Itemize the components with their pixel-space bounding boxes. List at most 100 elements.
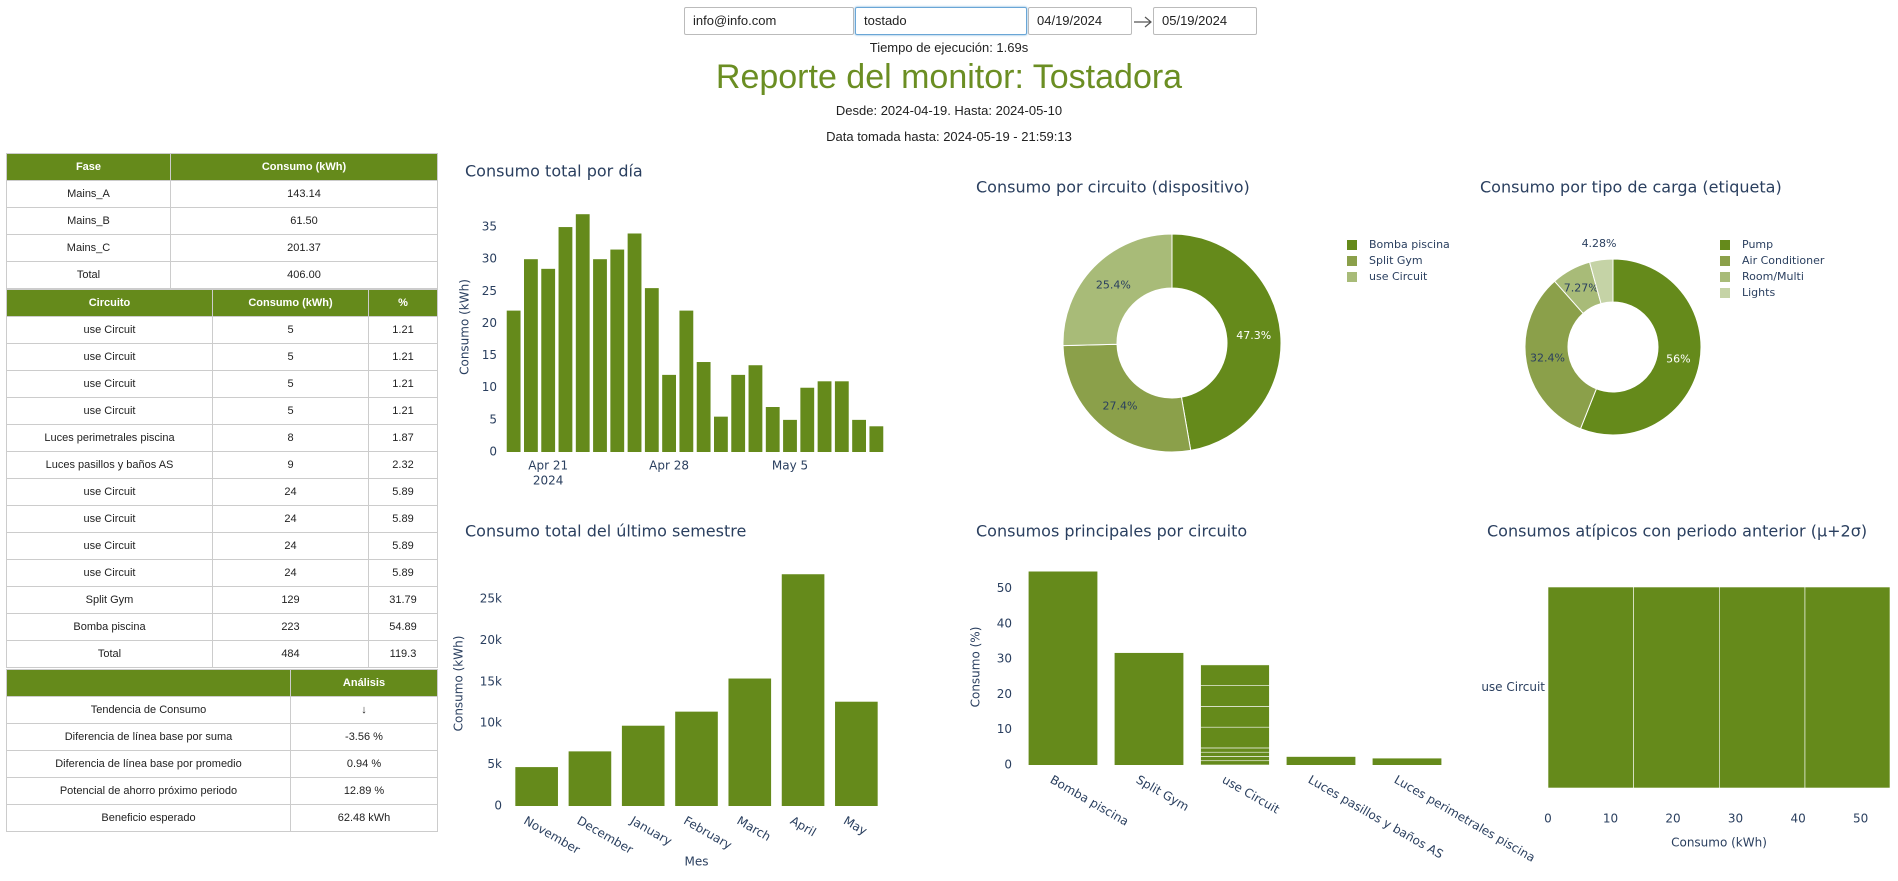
- table-row: Beneficio esperado 62.48 kWh: [6, 804, 438, 832]
- bar: [515, 767, 558, 806]
- bar: [1286, 756, 1356, 765]
- x-tick-label: 0: [1544, 812, 1552, 826]
- slice-label: 32.4%: [1530, 351, 1565, 364]
- table-row: use Circuit 5 1.21: [6, 316, 438, 344]
- bar: [621, 725, 665, 806]
- chart-title: Consumo total por día: [465, 162, 643, 181]
- chart-title: Consumo por tipo de carga (etiqueta): [1480, 178, 1782, 197]
- header-row: Circuito Consumo (kWh)%: [6, 289, 438, 317]
- y-tick-label: 20: [482, 316, 497, 330]
- table-cell: Diferencia de línea base por suma: [6, 723, 291, 751]
- chart-title: Consumos atípicos con periodo anterior (…: [1487, 522, 1867, 541]
- table-cell: Total: [6, 261, 171, 289]
- legend-swatch: [1720, 288, 1730, 298]
- execution-time: Tiempo de ejecución: 1.69s: [869, 40, 1029, 55]
- slice-label: 4.28%: [1582, 237, 1617, 250]
- analysis-table: Análisis Tendencia de Consumo ↓ Diferencia …: [6, 669, 438, 832]
- bar: [558, 227, 573, 452]
- bar: [1200, 747, 1270, 753]
- bar: [1200, 756, 1270, 762]
- bar: [1547, 586, 1634, 789]
- slice-label: 56%: [1666, 353, 1690, 366]
- table-cell: Luces perimetrales piscina: [6, 424, 213, 452]
- table-cell: use Circuit: [6, 316, 213, 344]
- table-cell: 119.3: [368, 640, 438, 668]
- bar: [541, 268, 556, 452]
- y-tick-label: 20: [997, 687, 1012, 701]
- table-cell: 12.89 %: [290, 777, 438, 805]
- table-cell: 5: [212, 316, 369, 344]
- header-cell: Consumo (kWh): [212, 289, 369, 317]
- table-row: Mains_B 61.50: [6, 207, 438, 235]
- bar: [1804, 586, 1891, 789]
- slice-label: 7.27%: [1564, 282, 1599, 295]
- bar: [783, 419, 797, 452]
- y-tick-label: 30: [482, 252, 497, 266]
- bar: [1200, 760, 1270, 766]
- chart-title: Consumo por circuito (dispositivo): [976, 178, 1250, 197]
- date-to-input[interactable]: 05/19/2024: [1153, 7, 1257, 35]
- bar: [644, 288, 659, 452]
- y-axis-label: Consumo (kWh): [452, 636, 466, 732]
- slice-label: 47.3%: [1236, 329, 1271, 342]
- header-cell: Fase: [6, 153, 171, 181]
- date-arrow: [1134, 16, 1152, 28]
- table-cell: 5: [212, 397, 369, 425]
- bar: [800, 387, 815, 452]
- y-tick-label: 50: [997, 581, 1012, 595]
- bar: [575, 214, 590, 452]
- slice-label: 25.4%: [1096, 279, 1131, 292]
- x-axis-label: Mes: [685, 855, 709, 869]
- x-tick-label: 50: [1853, 812, 1868, 826]
- date-from-input[interactable]: 04/19/2024: [1028, 7, 1132, 35]
- bar: [627, 233, 642, 452]
- x-tick-label: 30: [1728, 812, 1743, 826]
- donut-slice: [1579, 258, 1702, 436]
- legend-swatch: [1720, 240, 1730, 250]
- date-range: Desde: 2024-04-19. Hasta: 2024-05-10: [835, 103, 1063, 118]
- table-cell: 1.21: [368, 316, 438, 344]
- x-tick-label: April: [788, 814, 819, 840]
- x-tick-label: Split Gym: [1134, 773, 1192, 814]
- table-cell: 129: [212, 586, 369, 614]
- x-tick-label: Apr 28: [649, 459, 689, 473]
- x-tick-label: use Circuit: [1220, 773, 1282, 817]
- bar: [731, 374, 746, 452]
- table-cell: 62.48 kWh: [290, 804, 438, 832]
- bar: [1200, 664, 1270, 686]
- y-tick-label: 15k: [480, 674, 502, 688]
- x-tick-label: Luces perimetrales piscina: [1392, 773, 1538, 865]
- bar: [748, 365, 763, 452]
- x-tick-label: 20: [1665, 812, 1680, 826]
- x-tick-label: Bomba piscina: [1048, 773, 1131, 829]
- bar: [728, 678, 772, 806]
- header-row: Análisis: [6, 669, 438, 697]
- table-row: Potencial de ahorro próximo periodo 12.89…: [6, 777, 438, 805]
- chart-title: Consumos principales por circuito: [976, 522, 1247, 541]
- legend-swatch: [1720, 272, 1730, 282]
- legend-label: use Circuit: [1369, 270, 1428, 283]
- table-row: Total 406.00: [6, 261, 438, 289]
- table-row: Luces pasillos y baños AS 9 2.32: [6, 451, 438, 479]
- y-tick-label: 5: [489, 412, 497, 426]
- device-input[interactable]: tostado: [855, 7, 1027, 35]
- bar: [675, 711, 718, 806]
- y-axis-label: Consumo (%): [969, 627, 983, 708]
- table-cell: 2.32: [368, 451, 438, 479]
- bar: [869, 426, 884, 452]
- bar: [714, 416, 728, 452]
- table-row: Total 484 119.3: [6, 640, 438, 668]
- y-tick-label: use Circuit: [1481, 680, 1545, 694]
- bar: [1200, 751, 1270, 757]
- bar: [524, 259, 538, 452]
- y-tick-label: 30: [997, 652, 1012, 666]
- x-axis-label: Consumo (kWh): [1671, 836, 1767, 850]
- y-axis-label: Consumo (kWh): [458, 279, 472, 375]
- x-tick-label: February: [681, 814, 734, 853]
- legend-swatch: [1347, 256, 1357, 266]
- legend-label: Pump: [1742, 238, 1773, 251]
- bar: [662, 374, 676, 452]
- email-input[interactable]: info@info.com: [684, 7, 854, 35]
- bar: [1200, 706, 1270, 728]
